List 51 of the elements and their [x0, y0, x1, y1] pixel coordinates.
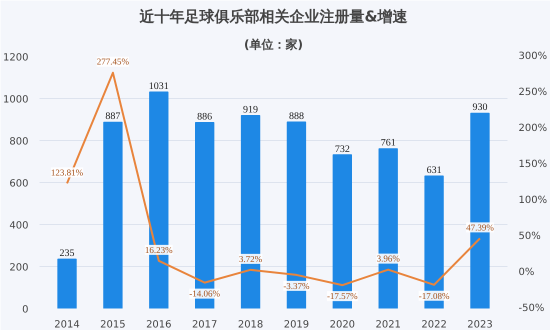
x-tick-label: 2015 [100, 320, 126, 330]
x-tick-label: 2023 [467, 320, 493, 330]
y2-tick-label: -50% [518, 303, 544, 314]
data-label: 732 [334, 144, 350, 155]
y-tick-label: 600 [9, 178, 29, 190]
data-label: 930 [472, 102, 488, 114]
y-tick-label: 400 [9, 220, 29, 232]
y2-tick-label: 50% [518, 231, 541, 242]
data-label: -17.08% [418, 290, 450, 301]
y-tick-label: 1200 [3, 52, 29, 64]
data-label: 3.96% [376, 254, 400, 264]
data-label: 1031 [148, 80, 169, 92]
y2-tick-label: 250% [518, 87, 548, 98]
y-tick-label: 0 [22, 304, 29, 316]
bar [240, 115, 260, 308]
data-label: 919 [243, 104, 258, 116]
y2-tick-label: 150% [518, 159, 548, 170]
y2-tick-label: 300% [518, 51, 548, 62]
data-label: 888 [288, 111, 304, 122]
bar [103, 122, 123, 308]
data-label: 235 [60, 248, 75, 260]
data-label: -17.57% [326, 291, 358, 302]
data-label: 16.23% [144, 244, 174, 255]
data-label: 886 [197, 111, 212, 122]
x-tick-label: 2014 [54, 320, 80, 330]
data-label: 47.39% [466, 222, 494, 232]
y2-tick-label: 0% [518, 267, 534, 278]
y-tick-label: 1000 [3, 94, 29, 106]
y-tick-label: 200 [9, 262, 29, 274]
x-tick-label: 2020 [330, 320, 356, 330]
bar [378, 148, 398, 308]
data-label: 887 [105, 111, 120, 122]
y2-tick-label: 200% [518, 123, 548, 134]
y2-tick-label: 100% [518, 195, 548, 206]
data-label: 761 [380, 138, 396, 149]
x-tick-label: 2022 [421, 320, 447, 330]
chart-title: 近十年足球俱乐部相关企业注册量&增速 [138, 8, 409, 26]
bar [57, 258, 77, 308]
data-label: 3.72% [238, 254, 263, 264]
x-tick-label: 2018 [238, 320, 264, 330]
x-tick-label: 2019 [284, 320, 310, 330]
data-label: 631 [426, 164, 442, 176]
data-label: -3.37% [283, 280, 310, 291]
chart-subtitle: (单位：家) [244, 38, 303, 52]
data-label: 277.45% [96, 56, 130, 67]
y-tick-label: 800 [9, 136, 29, 148]
x-tick-label: 2017 [192, 320, 218, 330]
x-tick-label: 2021 [375, 320, 401, 330]
x-tick-label: 2016 [146, 320, 172, 330]
data-label: 123.81% [50, 167, 84, 178]
data-label: -14.06% [189, 288, 221, 299]
